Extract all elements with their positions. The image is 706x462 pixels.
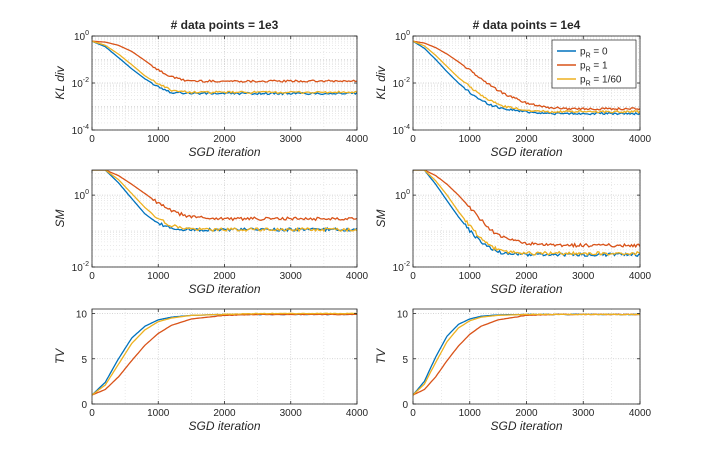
x-tick-label: 3000	[572, 408, 595, 419]
series-line-2	[92, 40, 357, 83]
y-tick-label: 100	[74, 189, 89, 202]
x-tick-label: 1000	[147, 134, 170, 145]
y-tick-label: 5	[402, 355, 408, 366]
series-line-3	[413, 170, 640, 256]
series-line-3	[92, 170, 357, 233]
x-tick-label: 3000	[572, 134, 595, 145]
panel-TV-1e3: 0 1000 2000 3000 4000 0 5 10 SGD iteration TV	[53, 308, 369, 433]
panel-SM-1e4: 0 1000 2000 3000 4000 10-2 100 SGD iteration SM	[374, 169, 652, 296]
legend: pR = 0pR = 1pR = 1/60	[551, 39, 637, 89]
x-tick-label: 0	[410, 408, 416, 419]
panel-SM-1e3: 0 1000 2000 3000 4000 10-2 100 SGD iteration SM	[53, 169, 369, 296]
y-axis-label: KL div	[53, 65, 67, 99]
y-tick-label: 100	[395, 189, 410, 202]
x-tick-label: 4000	[629, 271, 652, 282]
x-tick-label: 2000	[515, 134, 538, 145]
y-axis-label: KL div	[374, 65, 388, 99]
y-axis-label: TV	[53, 348, 67, 364]
x-tick-label: 1000	[147, 408, 170, 419]
y-axis-label: SM	[53, 209, 67, 227]
y-tick-label: 0	[81, 400, 87, 411]
x-tick-label: 0	[410, 134, 416, 145]
x-axis-label: SGD iteration	[188, 282, 260, 296]
legend-box	[551, 39, 637, 89]
x-tick-label: 0	[89, 408, 95, 419]
y-tick-label: 10-2	[72, 261, 89, 274]
x-tick-label: 3000	[280, 134, 303, 145]
y-tick-label: 0	[402, 400, 408, 411]
x-axis-label: SGD iteration	[188, 419, 260, 433]
y-tick-label: 10	[397, 310, 409, 321]
y-tick-label: 100	[395, 30, 410, 43]
x-tick-label: 3000	[280, 408, 303, 419]
legend-entry-3: pR = 1/60	[580, 75, 622, 88]
x-tick-label: 3000	[280, 271, 303, 282]
x-tick-label: 1000	[459, 271, 482, 282]
x-tick-label: 0	[89, 134, 95, 145]
y-tick-label: 10-2	[393, 261, 410, 274]
panel-KL-1e3: 0 1000 2000 3000 4000 10-4 10-2 100 SGD iteratio…	[53, 18, 369, 159]
series-line-3	[92, 312, 357, 396]
y-tick-label: 10-4	[72, 124, 89, 137]
x-tick-label: 4000	[629, 134, 652, 145]
y-axis-label: TV	[374, 348, 388, 364]
series-line-2	[92, 313, 357, 396]
series-line-2	[413, 40, 640, 111]
y-tick-label: 10-4	[393, 124, 410, 137]
x-axis-label: SGD iteration	[490, 282, 562, 296]
series-line-2	[92, 170, 357, 222]
x-tick-label: 3000	[572, 271, 595, 282]
panel-title: # data points = 1e4	[473, 18, 581, 32]
x-axis-label: SGD iteration	[490, 145, 562, 159]
x-tick-label: 0	[410, 271, 416, 282]
x-tick-label: 1000	[147, 271, 170, 282]
series-line-2	[413, 170, 640, 249]
series-line-3	[413, 40, 640, 114]
y-axis-label: SM	[374, 209, 388, 227]
legend-entry-2: pR = 1	[580, 61, 608, 74]
panel-TV-1e4: 0 1000 2000 3000 4000 0 5 10 SGD iteration TV	[374, 308, 652, 433]
series-line-3	[413, 313, 640, 396]
panel-KL-1e4: 0 1000 2000 3000 4000 10-4 10-2 100 SGD iteratio…	[374, 18, 652, 159]
x-tick-label: 4000	[346, 271, 369, 282]
y-tick-label: 10-2	[393, 77, 410, 90]
panel-title: # data points = 1e3	[171, 18, 279, 32]
x-tick-label: 2000	[213, 408, 236, 419]
series-line-3	[92, 40, 357, 95]
x-tick-label: 1000	[459, 408, 482, 419]
x-tick-label: 2000	[213, 271, 236, 282]
y-tick-label: 5	[81, 355, 87, 366]
x-tick-label: 4000	[346, 408, 369, 419]
x-tick-label: 2000	[515, 271, 538, 282]
y-tick-label: 10	[76, 310, 88, 321]
legend-entry-1: pR = 0	[580, 47, 608, 60]
x-axis-label: SGD iteration	[188, 145, 260, 159]
x-tick-label: 1000	[459, 134, 482, 145]
x-tick-label: 4000	[629, 408, 652, 419]
y-tick-label: 100	[74, 30, 89, 43]
x-tick-label: 4000	[346, 134, 369, 145]
x-tick-label: 2000	[213, 134, 236, 145]
x-tick-label: 2000	[515, 408, 538, 419]
y-tick-label: 10-2	[72, 77, 89, 90]
x-tick-label: 0	[89, 271, 95, 282]
series-line-1	[413, 40, 640, 116]
series-line-1	[92, 170, 357, 233]
x-axis-label: SGD iteration	[490, 419, 562, 433]
